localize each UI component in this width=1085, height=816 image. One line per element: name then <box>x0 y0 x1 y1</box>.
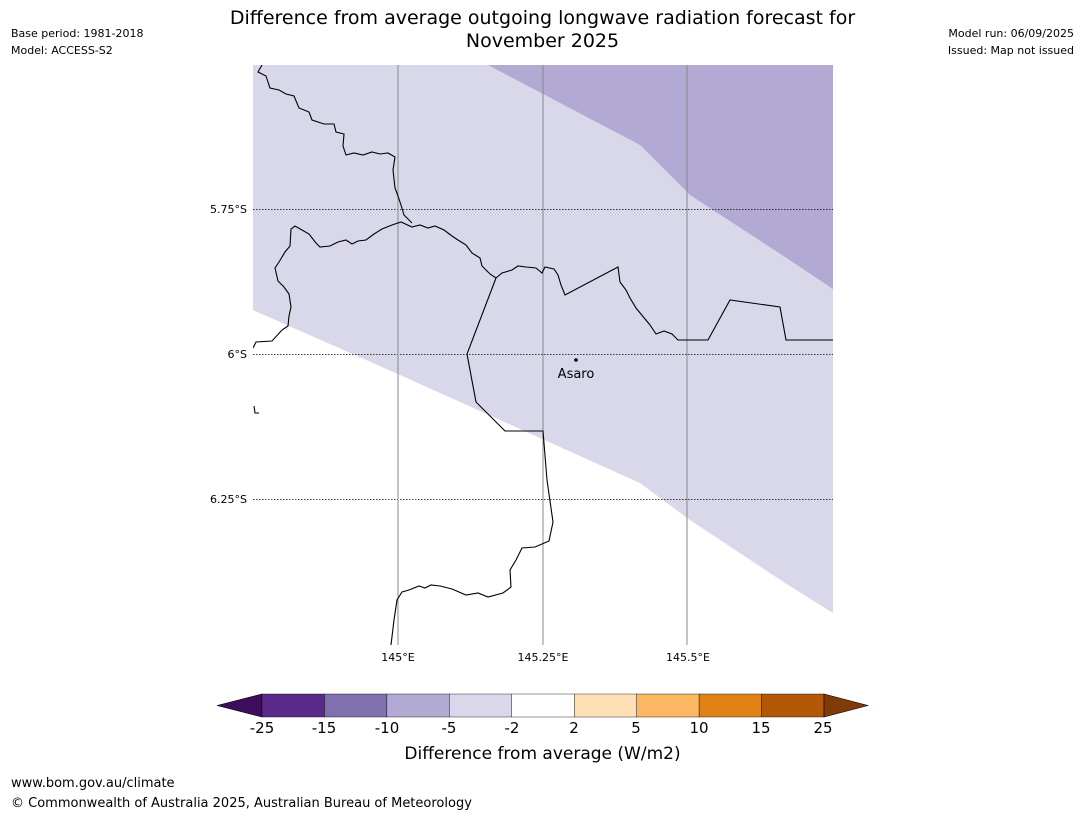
colorbar-extend-low <box>216 693 263 718</box>
colorbar-tick-label: 2 <box>569 719 579 737</box>
colorbar-extend-high <box>823 693 870 718</box>
colorbar-segment <box>698 693 762 718</box>
latitude-label-6s: 6°S <box>228 348 247 361</box>
colorbar-tick-label: -2 <box>504 719 520 737</box>
colorbar-segment <box>574 693 637 718</box>
footer: www.bom.gov.au/climate © Commonwealth of… <box>11 774 472 814</box>
boundary-southwest <box>390 277 554 645</box>
colorbar-segment <box>324 693 388 718</box>
copyright-text: © Commonwealth of Australia 2025, Austra… <box>11 796 472 811</box>
colorbar-title: Difference from average (W/m2) <box>404 744 681 764</box>
map-title: Difference from average outgoing longwav… <box>150 7 935 53</box>
colorbar-tick-label: 25 <box>813 719 833 737</box>
anomaly-band-minus10-minus5 <box>488 65 833 289</box>
graticule <box>253 65 833 645</box>
boundary-north <box>257 65 413 224</box>
town-label: Asaro <box>558 367 595 382</box>
colorbar-tick-label: -25 <box>249 719 275 737</box>
colorbar-segment <box>636 693 700 718</box>
longitude-label-145e: 145°E <box>381 651 414 664</box>
boundary-central <box>253 221 833 349</box>
longitude-label-145-25e: 145.25°E <box>518 651 569 664</box>
latitude-label-5-75s: 5.75°S <box>210 203 247 216</box>
town-marker <box>574 358 578 362</box>
colorbar-tick-labels: -25 -15 -10 -5 -2 2 5 10 15 25 <box>0 719 1085 739</box>
model-text: Model: ACCESS-S2 <box>11 44 113 57</box>
latitude-label-6-25s: 6.25°S <box>210 493 247 506</box>
longitude-label-145-5e: 145.5°E <box>666 651 710 664</box>
issued-text: Issued: Map not issued <box>947 44 1074 57</box>
colorbar-tick-label: 5 <box>631 719 641 737</box>
colorbar-segment <box>761 693 825 718</box>
colorbar-segment <box>449 693 512 718</box>
colorbar-tick-label: -5 <box>441 719 457 737</box>
map-title-line-1: Difference from average outgoing longwav… <box>229 7 856 29</box>
province-boundaries <box>253 65 833 645</box>
base-period-text: Base period: 1981-2018 <box>11 27 144 40</box>
colorbar-tick-label: 15 <box>751 719 771 737</box>
colorbar-segment <box>511 693 575 718</box>
website-link-text: www.bom.gov.au/climate <box>11 776 175 791</box>
model-run-text: Model run: 06/09/2025 <box>948 27 1074 40</box>
colorbar-tick-label: 10 <box>689 719 709 737</box>
metadata-left: Base period: 1981-2018 Model: ACCESS-S2 <box>11 25 143 59</box>
colorbar-tick-label: -10 <box>374 719 400 737</box>
map-title-line-2: November 2025 <box>465 30 620 52</box>
boundary-west-fragment <box>253 405 259 414</box>
colorbar <box>216 693 870 718</box>
colorbar-segment <box>386 693 450 718</box>
colorbar-tick-label: -15 <box>311 719 337 737</box>
metadata-right: Model run: 06/09/2025 Issued: Map not is… <box>948 25 1074 59</box>
colorbar-segment <box>261 693 325 718</box>
